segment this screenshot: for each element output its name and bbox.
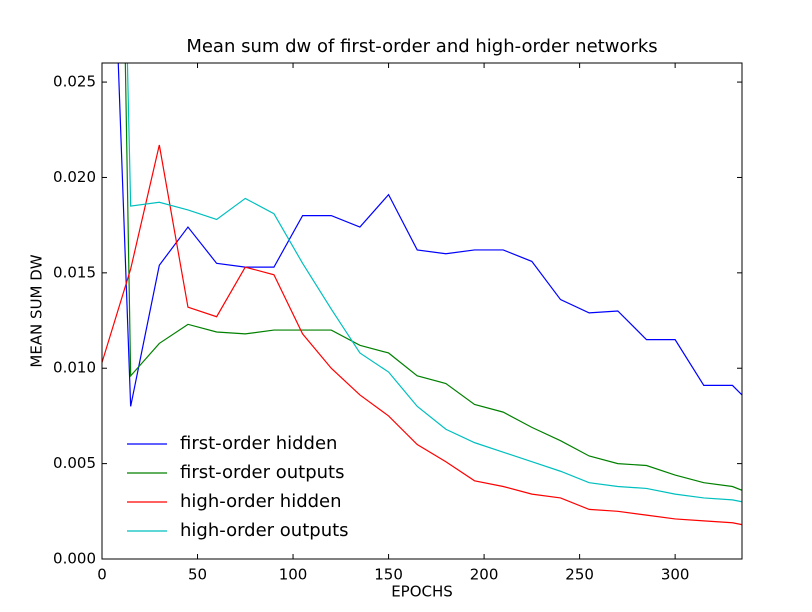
legend-label: high-order hidden	[180, 491, 342, 512]
y-tick-label: 0.005	[53, 454, 96, 472]
axes: 0.000 0.005 0.010 0.015 0.020 0.025 0 50 100 150 2…	[53, 62, 743, 584]
chart-title: Mean sum dw of first-order and high-orde…	[186, 36, 657, 57]
x-axis-label: EPOCHS	[391, 583, 453, 601]
x-tick-label: 150	[374, 566, 403, 584]
y-tick-label: 0.015	[53, 263, 96, 281]
x-tick-label: 100	[279, 566, 308, 584]
legend-label: high-order outputs	[180, 520, 349, 541]
x-tick-label: 250	[565, 566, 594, 584]
x-tick-label: 0	[97, 566, 107, 584]
axes-frame	[101, 62, 743, 560]
line-series	[126, 63, 742, 503]
line-series	[124, 63, 742, 491]
legend: first-order hidden first-order outputs hig…	[127, 433, 349, 541]
line-series	[102, 144, 742, 526]
y-tick-label: 0.025	[53, 73, 96, 91]
plot-area	[102, 63, 742, 526]
y-tick-label: 0.010	[53, 359, 96, 377]
x-tick-label: 200	[470, 566, 499, 584]
y-tick-label: 0.000	[53, 550, 96, 568]
y-tick-label: 0.020	[53, 168, 96, 186]
x-tick-label: 300	[661, 566, 690, 584]
legend-label: first-order hidden	[180, 433, 337, 454]
y-axis-label: MEAN SUM DW	[28, 254, 46, 367]
x-tick-label: 50	[188, 566, 207, 584]
legend-label: first-order outputs	[180, 462, 344, 483]
line-series	[117, 63, 742, 407]
